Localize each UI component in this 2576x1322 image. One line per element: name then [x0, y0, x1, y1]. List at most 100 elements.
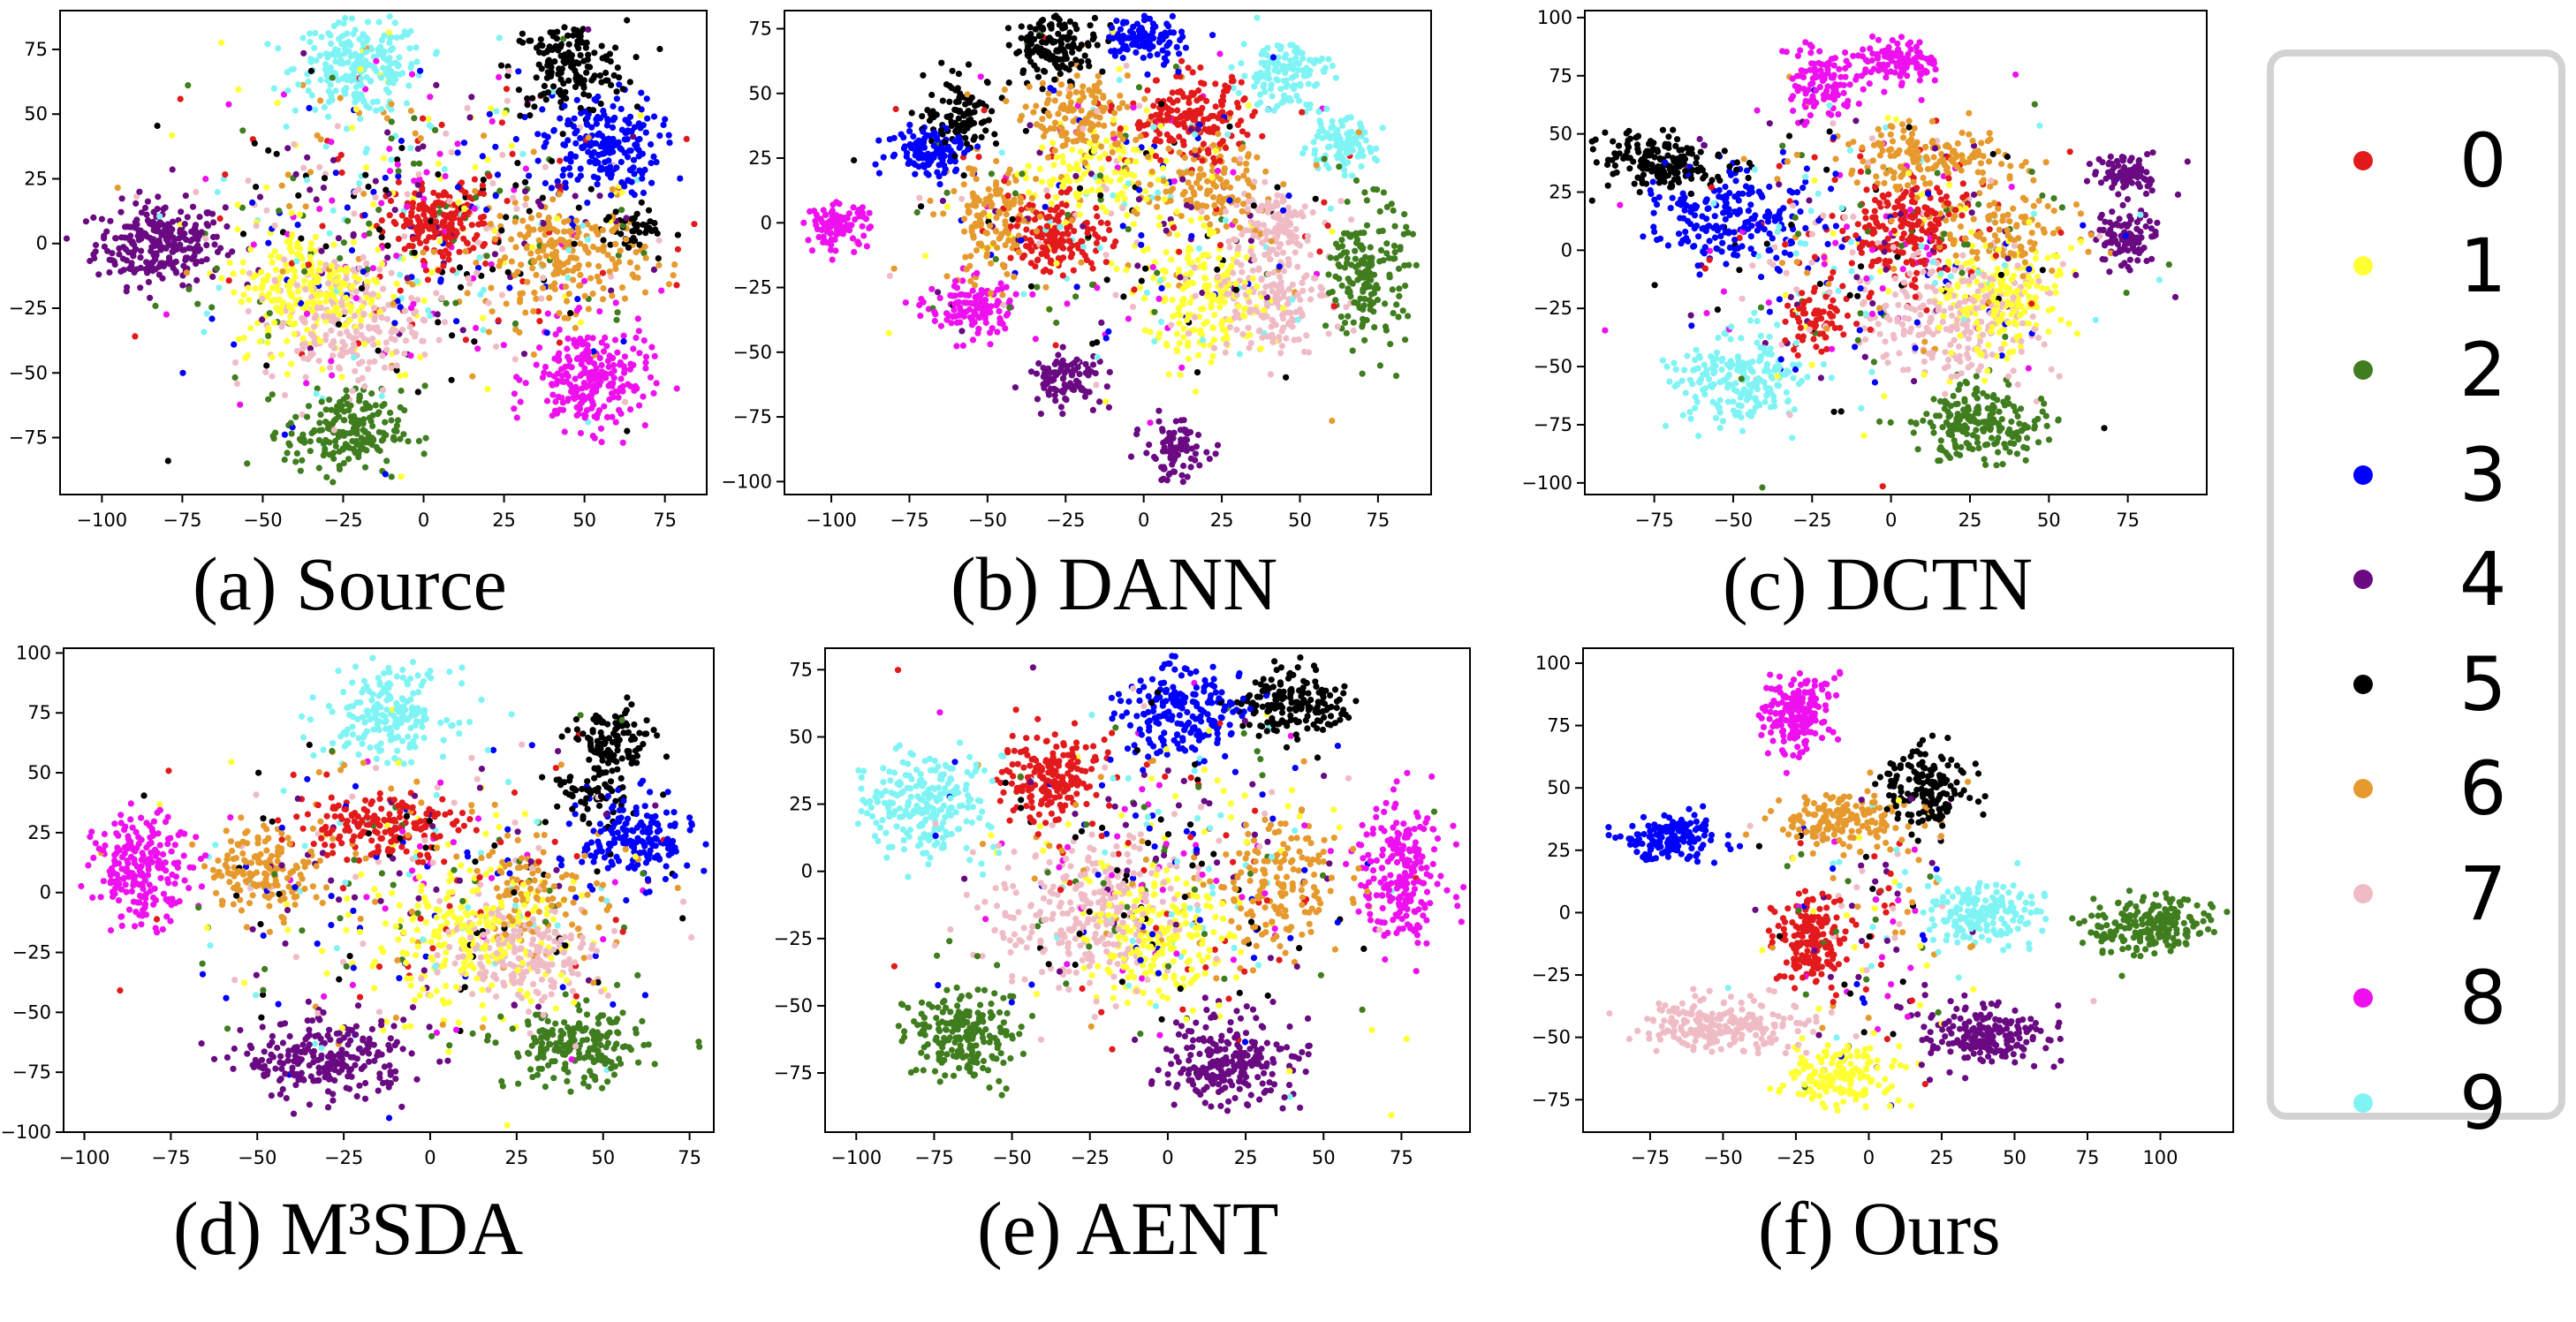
- scatter-point: [214, 248, 222, 255]
- scatter-point: [376, 266, 383, 273]
- scatter-point: [965, 61, 973, 68]
- scatter-point: [383, 457, 390, 465]
- scatter-point: [666, 140, 673, 147]
- scatter-point: [511, 320, 519, 327]
- scatter-point: [194, 300, 201, 307]
- scatter-point: [304, 154, 311, 161]
- scatter-point: [632, 141, 639, 148]
- scatter-point: [1110, 243, 1117, 250]
- scatter-point: [1106, 368, 1113, 375]
- scatter-point: [573, 127, 580, 134]
- scatter-point: [383, 339, 390, 346]
- scatter-point: [1064, 300, 1071, 307]
- scatter-point: [179, 369, 186, 376]
- scatter-point: [358, 434, 365, 442]
- scatter-point: [494, 171, 502, 178]
- scatter-point: [1176, 50, 1183, 57]
- scatter-point: [584, 342, 591, 349]
- scatter-point: [541, 143, 548, 150]
- scatter-point: [1338, 237, 1345, 244]
- scatter-point: [1102, 208, 1110, 215]
- scatter-point: [612, 261, 619, 268]
- scatter-point: [1341, 230, 1348, 237]
- scatter-point: [299, 255, 306, 262]
- scatter-point: [916, 194, 923, 201]
- scatter-point: [1269, 93, 1276, 100]
- scatter-point: [420, 143, 427, 150]
- scatter-point: [332, 170, 339, 177]
- scatter-point: [193, 188, 200, 195]
- scatter-point: [302, 304, 309, 311]
- scatter-point: [352, 52, 359, 59]
- scatter-point: [428, 217, 435, 224]
- scatter-point: [287, 291, 294, 298]
- scatter-point: [371, 316, 378, 323]
- scatter-point: [129, 238, 136, 246]
- scatter-point: [1283, 335, 1290, 342]
- scatter-point: [1189, 69, 1196, 76]
- scatter-point: [357, 322, 364, 329]
- scatter-point: [949, 67, 956, 74]
- scatter-point: [358, 75, 365, 82]
- scatter-point: [1161, 296, 1168, 303]
- scatter-point: [1218, 262, 1225, 269]
- scatter-point: [1368, 276, 1375, 283]
- scatter-point: [549, 391, 557, 398]
- scatter-point: [1101, 236, 1108, 243]
- scatter-point: [522, 201, 529, 208]
- scatter-point: [239, 204, 246, 211]
- scatter-point: [1052, 397, 1059, 404]
- scatter-point: [390, 436, 398, 443]
- scatter-point: [393, 362, 400, 369]
- scatter-point: [523, 245, 531, 252]
- scatter-point: [677, 175, 684, 182]
- scatter-point: [481, 132, 488, 140]
- scatter-point: [464, 290, 471, 297]
- scatter-point: [598, 339, 605, 346]
- scatter-point: [1061, 49, 1068, 56]
- scatter-point: [512, 136, 519, 143]
- scatter-point: [538, 65, 545, 72]
- scatter-point: [575, 204, 582, 211]
- scatter-point: [411, 115, 418, 122]
- scatter-point: [416, 202, 423, 209]
- scatter-point: [1380, 189, 1387, 196]
- scatter-point: [245, 284, 252, 291]
- scatter-point: [1147, 52, 1154, 59]
- scatter-point: [432, 200, 439, 207]
- scatter-point: [378, 200, 385, 207]
- scatter-point: [960, 181, 967, 188]
- scatter-point: [421, 382, 428, 389]
- scatter-point: [1051, 119, 1059, 126]
- scatter-point: [352, 26, 359, 34]
- scatter-point: [285, 202, 293, 210]
- scatter-point: [1259, 334, 1266, 341]
- scatter-point: [393, 422, 400, 429]
- scatter-point: [337, 266, 345, 273]
- scatter-point: [557, 157, 564, 164]
- scatter-point: [653, 380, 660, 387]
- scatter-point: [560, 35, 567, 42]
- scatter-point: [1291, 336, 1298, 344]
- scatter-point: [352, 449, 359, 457]
- scatter-point: [595, 278, 603, 285]
- scatter-point: [1094, 42, 1101, 49]
- scatter-point: [375, 246, 382, 253]
- scatter-point: [1181, 124, 1188, 131]
- scatter-point: [225, 277, 232, 284]
- scatter-point: [439, 253, 447, 261]
- scatter-point: [1105, 155, 1112, 162]
- scatter-point: [144, 216, 151, 224]
- scatter-point: [620, 332, 627, 339]
- scatter-point: [517, 231, 524, 238]
- scatter-point: [928, 285, 936, 292]
- scatter-point: [425, 115, 432, 123]
- scatter-point: [285, 282, 293, 289]
- scatter-point: [1185, 343, 1192, 350]
- scatter-point: [375, 409, 383, 416]
- scatter-point: [288, 248, 295, 255]
- scatter-point: [247, 325, 254, 332]
- scatter-point: [1078, 42, 1085, 49]
- scatter-point: [279, 268, 286, 275]
- scatter-point: [428, 269, 435, 276]
